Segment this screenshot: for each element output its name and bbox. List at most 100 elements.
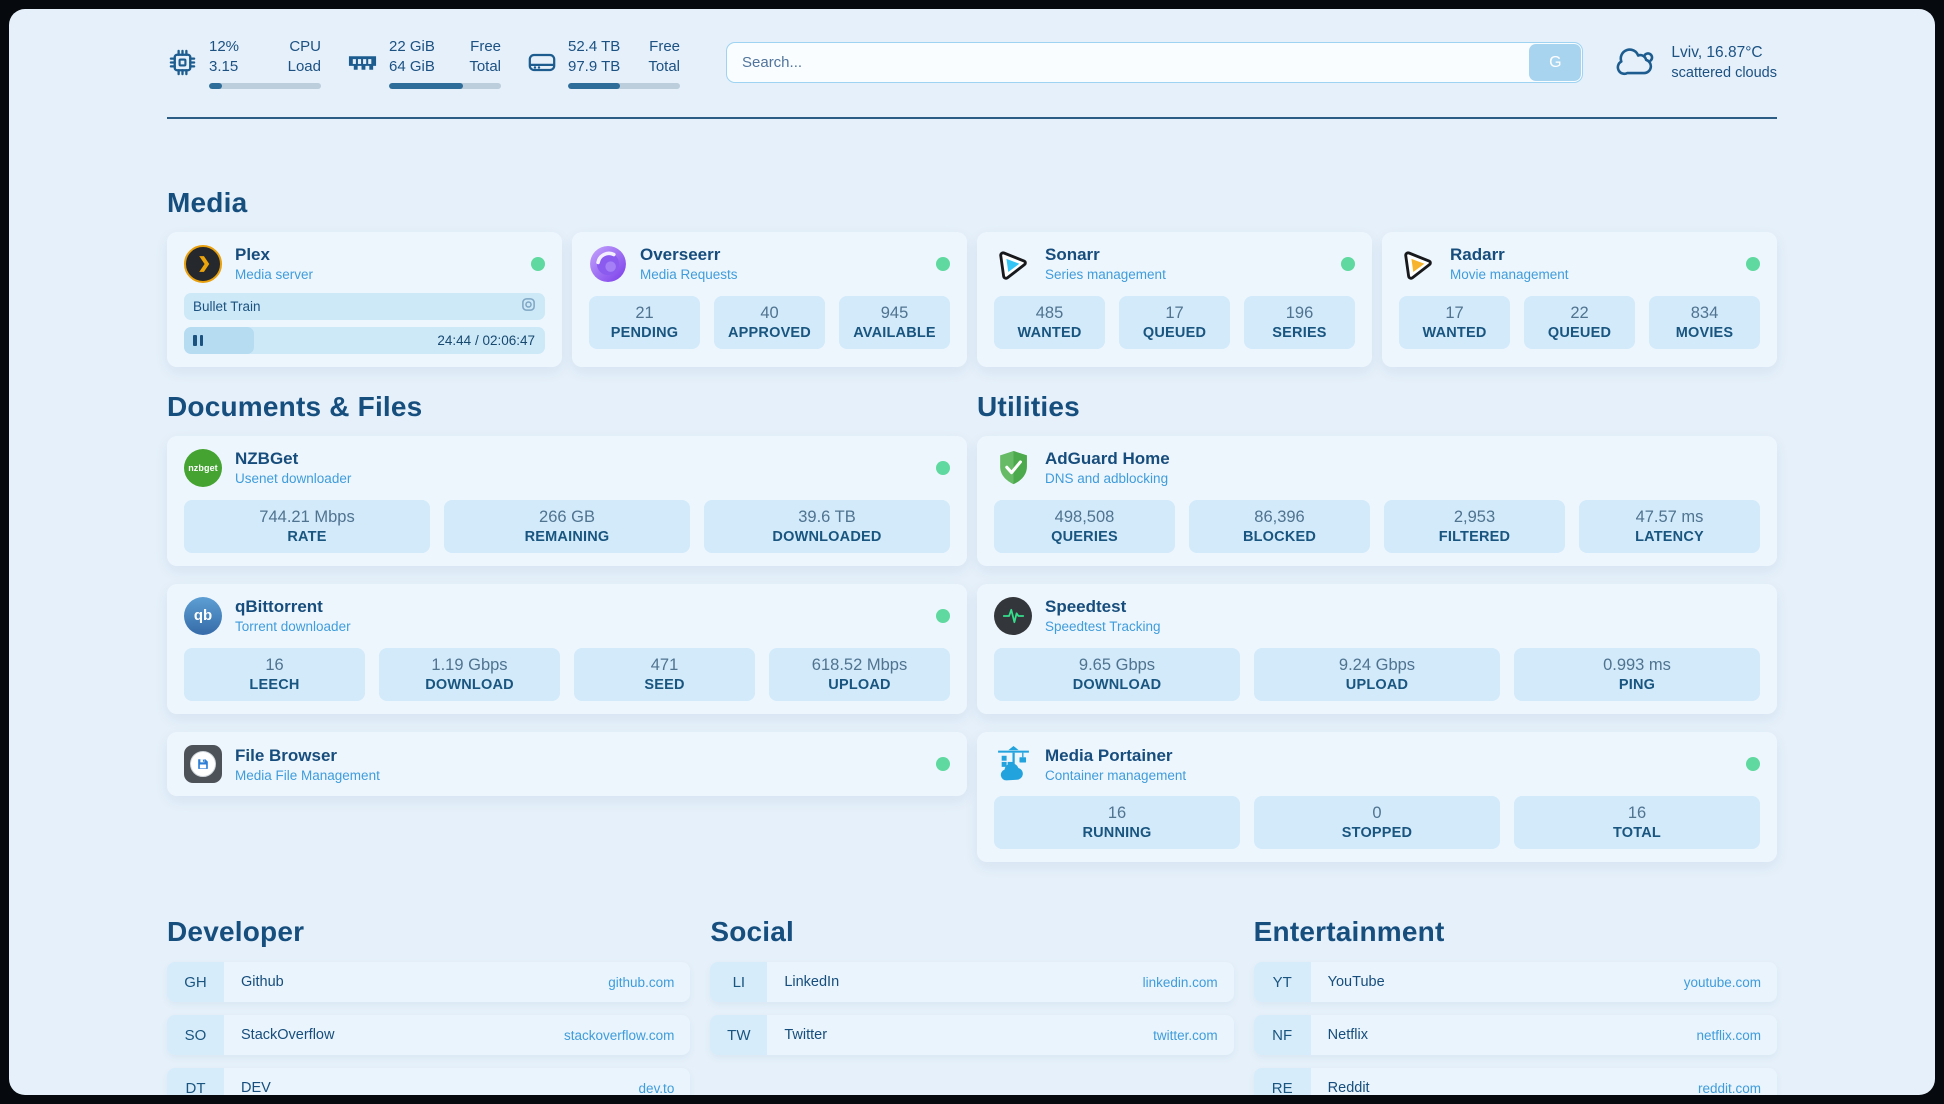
stat-box: 9.65 Gbps DOWNLOAD — [994, 647, 1240, 702]
radarr-icon — [1399, 245, 1437, 283]
utilities-column: Utilities AdGuard Home — [977, 379, 1777, 863]
app-card-speedtest[interactable]: Speedtest Speedtest Tracking 9.65 Gbps D… — [977, 583, 1777, 715]
app-card-plex[interactable]: Plex Media server Bullet Train — [167, 231, 562, 367]
bookmark-dev[interactable]: DT DEV dev.to — [167, 1068, 691, 1095]
search-input[interactable] — [726, 42, 1584, 84]
bookmark-abbr: DT — [167, 1068, 224, 1095]
pause-icon — [193, 334, 203, 346]
stat-box: 196 SERIES — [1244, 295, 1355, 349]
app-name: AdGuard Home — [1045, 449, 1170, 468]
app-card-nzbget[interactable]: nzbget NZBGet Usenet downloader 744.21 M… — [167, 435, 967, 566]
bookmark-url: twitter.com — [1153, 1027, 1218, 1043]
search-bar: G — [726, 42, 1584, 84]
now-playing-progress-bar: 24:44 / 02:06:47 — [184, 326, 545, 354]
app-subtitle: DNS and adblocking — [1045, 471, 1169, 486]
stat-box: 40 APPROVED — [714, 295, 825, 349]
status-online-dot — [936, 757, 950, 772]
ram-icon — [347, 53, 378, 73]
bookmark-github[interactable]: GH Github github.com — [167, 962, 691, 1003]
now-playing-title: Bullet Train — [193, 298, 261, 314]
adguard-shield-icon — [994, 449, 1032, 487]
memory-free-label: Free — [470, 38, 501, 55]
section-title-entertainment: Entertainment — [1253, 916, 1445, 948]
stat-box: 471 SEED — [574, 647, 755, 702]
bookmark-name: StackOverflow — [241, 1027, 335, 1044]
cpu-label: CPU — [289, 38, 321, 55]
bookmark-abbr: TW — [710, 1015, 768, 1056]
stat-box: 22 QUEUED — [1524, 295, 1635, 349]
bookmark-netflix[interactable]: NF Netflix netflix.com — [1253, 1015, 1777, 1056]
weather-widget: Lviv, 16.87°C scattered clouds — [1615, 42, 1777, 83]
app-name: File Browser — [235, 745, 338, 765]
bookmark-abbr: LI — [710, 962, 768, 1003]
now-playing-time: 24:44 / 02:06:47 — [437, 332, 535, 348]
stat-box: 16 TOTAL — [1514, 796, 1760, 850]
bookmark-linkedin[interactable]: LI LinkedIn linkedin.com — [710, 962, 1234, 1003]
section-title-social: Social — [710, 916, 795, 948]
app-card-filebrowser[interactable]: File Browser Media File Management — [167, 732, 967, 797]
sonarr-icon — [994, 245, 1032, 283]
filebrowser-icon — [184, 745, 222, 784]
section-title-documents: Documents & Files — [167, 390, 423, 422]
bookmark-abbr: GH — [167, 962, 224, 1003]
stat-box: 39.6 TB DOWNLOADED — [704, 499, 950, 553]
stat-box: 47.57 ms LATENCY — [1579, 499, 1760, 553]
disk-total-label: Total — [648, 58, 680, 76]
memory-total-label: Total — [469, 58, 501, 76]
disk-total-value: 97.9 TB — [568, 58, 621, 76]
bookmark-twitter[interactable]: TW Twitter twitter.com — [710, 1015, 1234, 1056]
stat-box: 498,508 QUERIES — [994, 499, 1175, 553]
weather-location-temp: Lviv, 16.87°C — [1671, 44, 1763, 62]
bookmark-youtube[interactable]: YT YouTube youtube.com — [1253, 962, 1777, 1003]
scattered-clouds-icon — [1615, 47, 1659, 78]
bookmark-name: Reddit — [1327, 1080, 1370, 1095]
cpu-progress-bar — [209, 82, 321, 89]
app-subtitle: Speedtest Tracking — [1045, 619, 1161, 635]
app-name: Overseerr — [640, 245, 721, 264]
bookmark-name: LinkedIn — [784, 974, 840, 991]
bookmarks-developer: Developer GH Github github.com SO StackO… — [167, 916, 691, 1095]
top-bar: 12% 3.15 CPU Load — [167, 37, 1777, 89]
plex-icon — [184, 244, 222, 283]
bookmark-name: Netflix — [1327, 1027, 1368, 1044]
bookmark-stackoverflow[interactable]: SO StackOverflow stackoverflow.com — [167, 1015, 691, 1056]
speedtest-pulse-icon — [994, 596, 1032, 635]
stream-settings-icon — [521, 297, 536, 315]
memory-total-value: 64 GiB — [389, 58, 435, 76]
section-title-media: Media — [167, 186, 248, 218]
search-provider-button[interactable]: G — [1529, 44, 1582, 82]
cpu-loadavg-value: 3.15 — [209, 58, 239, 76]
bookmark-url: reddit.com — [1697, 1080, 1761, 1095]
stat-box: 618.52 Mbps UPLOAD — [769, 647, 950, 702]
disk-stat: 52.4 TB 97.9 TB Free Total — [527, 37, 680, 89]
memory-stat: 22 GiB 64 GiB Free Total — [347, 37, 501, 89]
stat-box: 744.21 Mbps RATE — [184, 499, 430, 553]
app-card-radarr[interactable]: Radarr Movie management 17 WANTED 22 QUE… — [1382, 231, 1777, 367]
bookmark-name: Github — [241, 974, 284, 991]
stat-box: 1.19 Gbps DOWNLOAD — [379, 647, 560, 702]
stat-box: 9.24 Gbps UPLOAD — [1254, 647, 1500, 702]
app-subtitle: Media Requests — [640, 267, 738, 282]
cpu-chip-icon — [167, 47, 198, 78]
bookmark-reddit[interactable]: RE Reddit reddit.com — [1253, 1068, 1777, 1095]
bookmark-name: YouTube — [1327, 974, 1385, 991]
memory-progress-bar — [389, 82, 501, 89]
stat-box: 21 PENDING — [589, 295, 700, 349]
media-grid: Plex Media server Bullet Train — [167, 231, 1777, 367]
now-playing-title-bar: Bullet Train — [184, 292, 545, 320]
app-card-qbittorrent[interactable]: qb qBittorrent Torrent downloader 16 LEE… — [167, 583, 967, 715]
app-card-sonarr[interactable]: Sonarr Series management 485 WANTED 17 Q… — [977, 231, 1372, 367]
disk-progress-bar — [568, 82, 680, 89]
app-name: Media Portainer — [1045, 745, 1173, 765]
status-online-dot — [936, 256, 950, 271]
app-name: Speedtest — [1045, 597, 1127, 617]
app-subtitle: Movie management — [1450, 267, 1569, 282]
cpu-stat: 12% 3.15 CPU Load — [167, 37, 321, 89]
app-card-portainer[interactable]: Media Portainer Container management 16 … — [977, 732, 1777, 863]
documents-column: Documents & Files nzbget NZBGet Usenet d… — [167, 379, 967, 863]
bookmark-abbr: YT — [1253, 962, 1311, 1003]
stat-box: 86,396 BLOCKED — [1189, 499, 1370, 553]
app-card-adguard[interactable]: AdGuard Home DNS and adblocking 498,508 … — [977, 435, 1777, 566]
stat-box: 16 RUNNING — [994, 796, 1240, 850]
app-card-overseerr[interactable]: Overseerr Media Requests 21 PENDING 40 A… — [572, 231, 967, 367]
